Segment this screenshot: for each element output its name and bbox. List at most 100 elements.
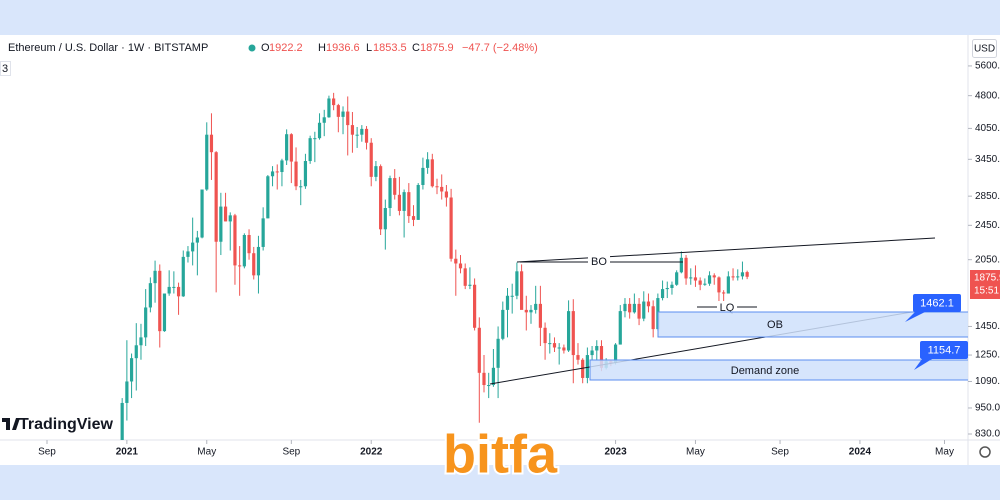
- candle-body: [158, 270, 162, 332]
- pane-label: 3: [2, 63, 8, 75]
- candle-body: [519, 271, 524, 310]
- bottom-band: [0, 465, 1000, 500]
- ohlc-letter: C: [412, 42, 420, 54]
- demand-zone: [589, 359, 968, 381]
- candle-body: [233, 215, 237, 266]
- candle-body: [651, 306, 655, 330]
- status-dot: [248, 44, 256, 52]
- x-tick-label: 2024: [849, 447, 872, 458]
- candle-body: [449, 197, 453, 259]
- candle-body: [722, 292, 726, 294]
- y-tick-label: 4800.0: [975, 90, 1000, 101]
- candle-body: [566, 311, 571, 351]
- currency-box[interactable]: [972, 39, 997, 58]
- candle-body: [731, 276, 735, 278]
- candle-body: [416, 184, 420, 220]
- candle-body: [501, 309, 505, 339]
- candle-body: [548, 343, 552, 345]
- callout-pointer: [914, 359, 932, 370]
- candle-body: [524, 309, 528, 313]
- candle-body: [252, 253, 256, 276]
- candle-body: [280, 160, 284, 173]
- candle-body: [364, 128, 369, 143]
- candle-body: [148, 283, 152, 308]
- y-tick-label: 950.0: [975, 403, 1000, 414]
- x-tick-label: May: [686, 447, 705, 458]
- candle-body: [454, 258, 458, 264]
- demand-price-callout: [920, 341, 968, 359]
- ohlc-letter: L: [366, 42, 372, 54]
- candle-body: [515, 271, 519, 296]
- candle-body: [595, 346, 599, 351]
- candle-body: [238, 265, 242, 267]
- y-tick-label: 2850.0: [975, 191, 1000, 202]
- candle-body: [477, 327, 481, 373]
- candle-body: [336, 105, 340, 117]
- candle-body: [360, 128, 364, 135]
- candle-body: [468, 284, 472, 286]
- candle-body: [139, 337, 143, 346]
- candle-body: [444, 191, 449, 198]
- x-tick-label: May: [197, 447, 216, 458]
- candle-body: [552, 343, 557, 348]
- candle-body: [736, 276, 740, 278]
- candle-body: [181, 256, 185, 297]
- candle-body: [125, 381, 129, 403]
- candle-body: [407, 192, 411, 217]
- candle-body: [538, 303, 542, 328]
- candle-body: [402, 192, 406, 211]
- candle-body: [426, 159, 430, 168]
- candle-body: [369, 142, 373, 177]
- candle-body: [496, 338, 500, 368]
- candle-body: [308, 138, 312, 162]
- candle-body: [153, 270, 157, 284]
- candle-body: [223, 206, 228, 222]
- candle-body: [195, 237, 199, 243]
- candle-body: [637, 303, 641, 319]
- currency[interactable]: USD: [974, 44, 995, 55]
- candle-body: [623, 303, 627, 312]
- candle-body: [646, 301, 651, 307]
- demand-label: Demand zone: [731, 365, 800, 377]
- candle-body: [294, 161, 298, 187]
- demand-price: 1154.7: [928, 344, 961, 356]
- watermark: bitfa: [443, 424, 558, 484]
- callout-pointer: [905, 312, 925, 322]
- resistance-line: [516, 237, 936, 263]
- candle-body: [510, 295, 514, 297]
- last-price: 1875.9: [974, 273, 1000, 284]
- pane-label-box: [0, 61, 11, 76]
- plot-area: [120, 92, 749, 440]
- bo-label: BO: [591, 256, 607, 268]
- settings-icon[interactable]: [979, 446, 991, 458]
- candle-body: [487, 385, 491, 387]
- candle-body: [374, 166, 378, 177]
- lq-label-bg: [717, 301, 737, 313]
- candle-body: [665, 287, 669, 290]
- candle-body: [679, 257, 683, 273]
- candle-body: [172, 286, 176, 288]
- y-tick-label: 2050.0: [975, 254, 1000, 265]
- bo-label-bg: [588, 256, 610, 268]
- ohlc-value: 1922.2: [269, 42, 303, 54]
- candle-body: [717, 277, 721, 293]
- candle-body: [543, 327, 547, 344]
- ohlc-value: 1875.9: [420, 42, 454, 54]
- candle-body: [209, 134, 214, 153]
- candle-body: [576, 355, 580, 360]
- candle-body: [562, 347, 566, 351]
- candle-body: [534, 303, 538, 310]
- candle-body: [228, 215, 232, 222]
- tradingview-logo: [2, 418, 20, 430]
- candle-body: [473, 284, 477, 328]
- countdown: 15:51: [974, 286, 999, 297]
- candle-body: [618, 311, 622, 345]
- candle-body: [421, 167, 425, 185]
- candle-body: [247, 234, 251, 254]
- candle-body: [482, 372, 486, 386]
- candle-body: [167, 286, 171, 294]
- candle-body: [162, 293, 167, 332]
- ohlc-value: 1936.6: [326, 42, 360, 54]
- ob-zone: [657, 311, 968, 338]
